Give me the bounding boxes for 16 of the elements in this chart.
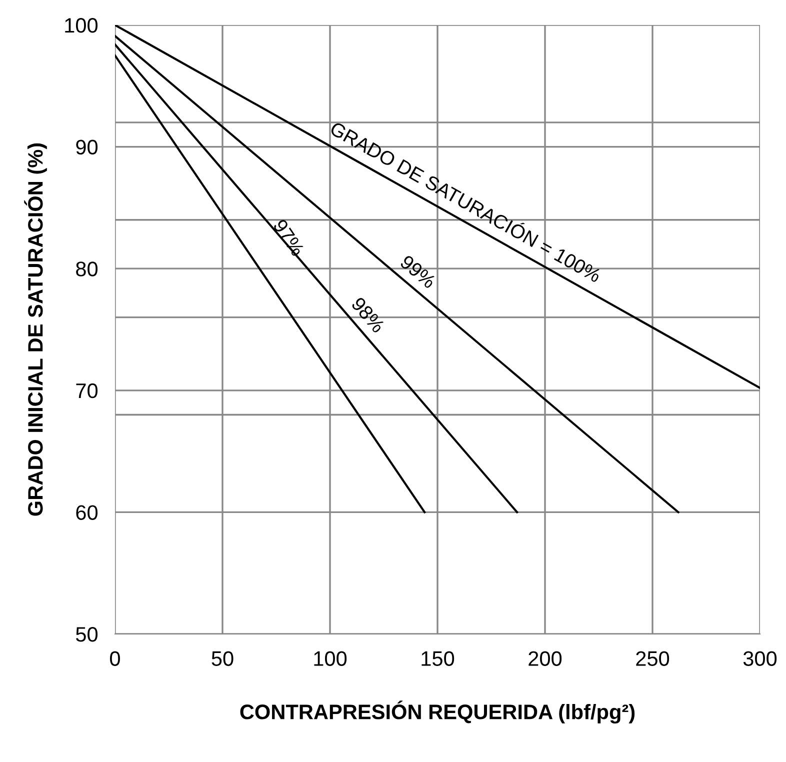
y-tick-label: 100 xyxy=(65,18,98,33)
annotation: 99% xyxy=(399,254,437,290)
y-tick-label: 90 xyxy=(76,140,98,155)
x-axis-title: CONTRAPRESIÓN REQUERIDA (lbf/pg²) xyxy=(240,700,635,724)
x-tick-label: 100 xyxy=(314,651,347,666)
x-tick-label: 150 xyxy=(422,651,454,666)
x-tick-label: 50 xyxy=(212,651,234,666)
y-tick-label: 80 xyxy=(76,262,98,276)
y-tick-label: 60 xyxy=(76,505,98,520)
x-tick-label: 0 xyxy=(110,651,120,666)
y-axis-title: GRADO INICIAL DE SATURACIÓN (%) xyxy=(24,143,47,516)
y-tick-label: 70 xyxy=(76,383,98,398)
x-tick-label: 200 xyxy=(528,651,562,666)
y-tick-label: 50 xyxy=(76,627,98,642)
x-tick-label: 300 xyxy=(743,651,777,666)
x-tick-label: 250 xyxy=(636,651,670,666)
